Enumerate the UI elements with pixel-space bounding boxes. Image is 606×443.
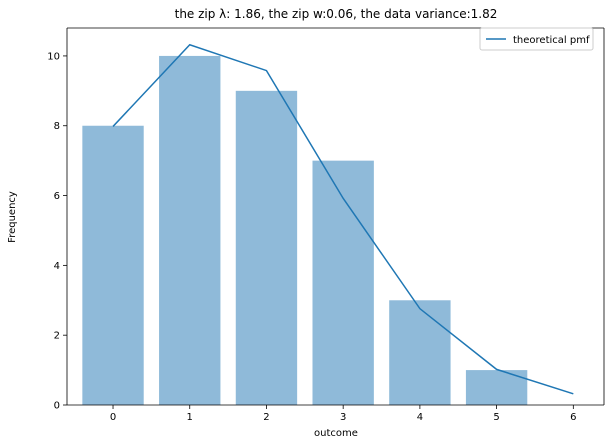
- bar-0: [82, 125, 144, 406]
- y-tick-label-10: 10: [47, 51, 60, 62]
- y-tick-label-6: 6: [54, 191, 60, 202]
- x-tick-label-6: 6: [570, 412, 576, 423]
- bar-4: [389, 300, 451, 405]
- legend-box: [479, 27, 594, 51]
- y-tick-label-4: 4: [54, 261, 60, 272]
- y-axis-label: Frequency: [7, 191, 18, 243]
- x-tick-label-5: 5: [493, 412, 499, 423]
- plot-area: 0 1 2 3 4 5 6 0 2 4 6 8 10: [47, 27, 605, 423]
- bar-2: [235, 90, 298, 405]
- legend: theoretical pmf: [479, 27, 594, 51]
- y-tick-label-8: 8: [54, 121, 60, 132]
- bar-5: [465, 370, 528, 405]
- x-tick-label-4: 4: [417, 412, 423, 423]
- legend-label: theoretical pmf: [513, 35, 590, 46]
- bar-1: [159, 55, 221, 405]
- x-tick-label-2: 2: [263, 412, 269, 423]
- y-tick-label-2: 2: [54, 331, 60, 342]
- x-tick-label-1: 1: [187, 412, 193, 423]
- x-tick-label-3: 3: [340, 412, 346, 423]
- x-tick-label-0: 0: [110, 412, 116, 423]
- chart-title: the zip λ: 1.86, the zip w:0.06, the dat…: [175, 7, 498, 21]
- x-axis-label: outcome: [314, 428, 358, 439]
- bar-3: [312, 160, 374, 405]
- y-tick-label-0: 0: [54, 401, 60, 412]
